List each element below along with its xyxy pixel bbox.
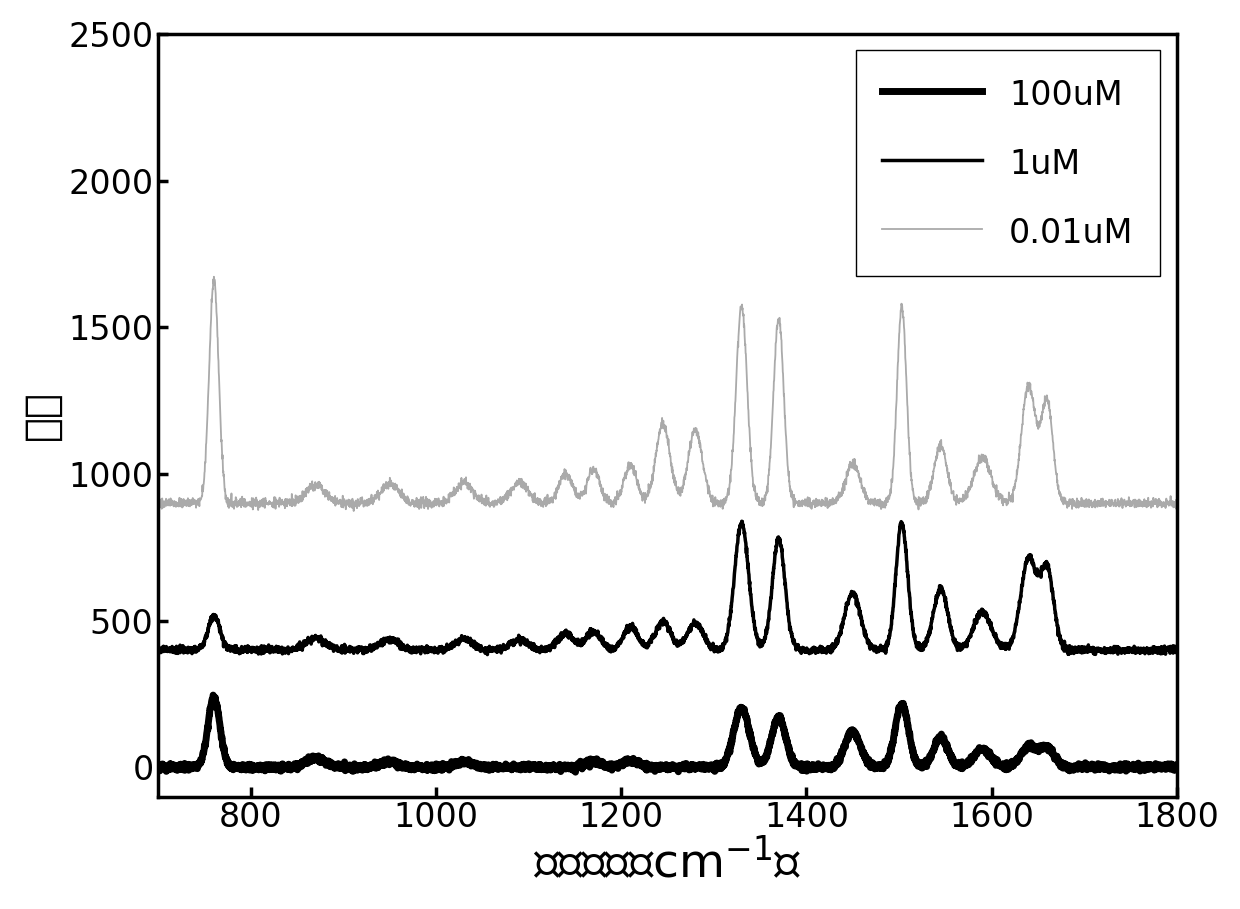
1uM: [588, 626, 603, 637]
Line: 1uM: 1uM: [159, 521, 1177, 654]
1uM: [1169, 643, 1184, 654]
0.01uM: [579, 479, 594, 490]
100uM: [1087, 764, 1102, 775]
100uM: [206, 690, 221, 701]
0.01uM: [588, 464, 603, 474]
0.01uM: [635, 493, 650, 504]
1uM: [1087, 646, 1102, 657]
Y-axis label: 强度: 强度: [21, 390, 63, 440]
0.01uM: [892, 342, 906, 353]
0.01uM: [1138, 496, 1153, 507]
X-axis label: 拉曼位移（cm$^{-1}$）: 拉曼位移（cm$^{-1}$）: [533, 840, 802, 888]
100uM: [588, 756, 603, 767]
1uM: [1138, 644, 1153, 654]
100uM: [1138, 761, 1153, 772]
1uM: [892, 534, 906, 545]
100uM: [892, 704, 906, 715]
Legend: 100uM, 1uM, 0.01uM: 100uM, 1uM, 0.01uM: [856, 51, 1161, 276]
1uM: [635, 640, 650, 651]
100uM: [635, 760, 650, 771]
0.01uM: [1087, 502, 1102, 513]
0.01uM: [151, 498, 166, 509]
100uM: [1169, 763, 1184, 774]
1uM: [579, 632, 594, 643]
0.01uM: [206, 271, 221, 282]
100uM: [568, 766, 583, 777]
100uM: [151, 764, 166, 774]
1uM: [151, 645, 166, 656]
Line: 0.01uM: 0.01uM: [159, 276, 1177, 511]
0.01uM: [1169, 501, 1184, 512]
1uM: [734, 515, 749, 526]
1uM: [480, 649, 495, 660]
100uM: [579, 760, 594, 771]
0.01uM: [346, 505, 361, 516]
Line: 100uM: 100uM: [159, 695, 1177, 772]
